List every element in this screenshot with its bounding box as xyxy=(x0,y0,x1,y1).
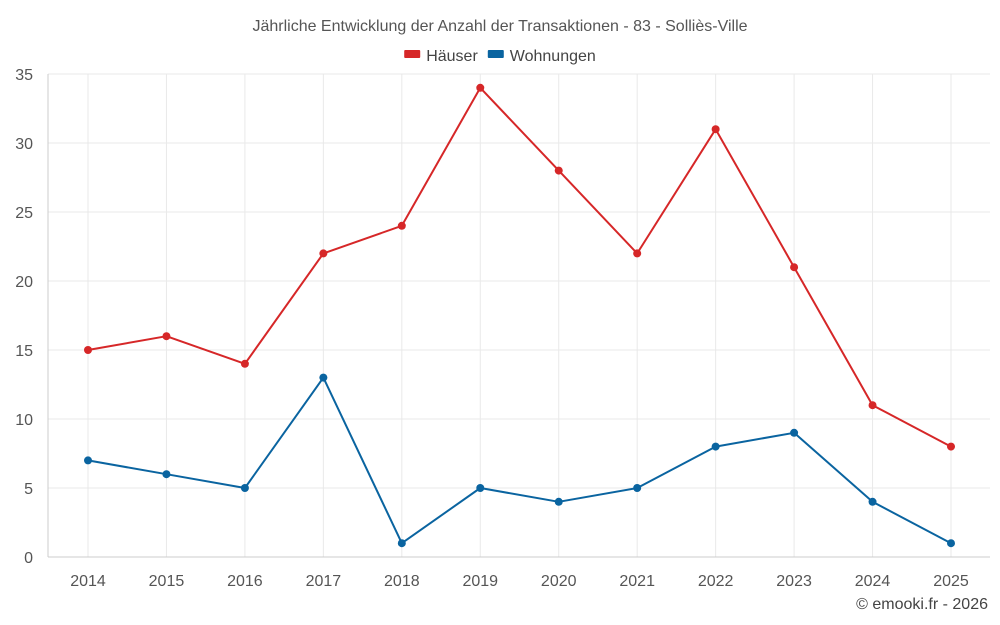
x-tick-label: 2021 xyxy=(619,573,655,590)
data-point[interactable] xyxy=(790,263,799,272)
y-tick-label: 20 xyxy=(15,274,33,291)
data-point[interactable] xyxy=(397,539,406,548)
y-tick-label: 15 xyxy=(15,343,33,360)
x-tick-label: 2016 xyxy=(227,573,263,590)
series-wohnungen xyxy=(84,373,955,548)
data-point[interactable] xyxy=(397,221,406,230)
data-point[interactable] xyxy=(947,539,955,548)
data-point[interactable] xyxy=(790,428,799,437)
series xyxy=(84,83,955,548)
data-point[interactable] xyxy=(711,442,720,451)
legend-label: Häuser xyxy=(426,48,478,65)
data-point[interactable] xyxy=(476,83,485,92)
data-point[interactable] xyxy=(947,442,955,451)
y-tick-label: 10 xyxy=(15,412,33,429)
x-tick-label: 2023 xyxy=(776,573,812,590)
data-point[interactable] xyxy=(84,456,92,465)
legend-label: Wohnungen xyxy=(510,48,596,65)
data-point[interactable] xyxy=(633,249,642,258)
x-tick-label: 2019 xyxy=(462,573,498,590)
data-point[interactable] xyxy=(240,484,249,492)
x-tick-label: 2020 xyxy=(541,573,577,590)
data-point[interactable] xyxy=(554,166,563,175)
y-tick-label: 30 xyxy=(15,136,33,153)
data-point[interactable] xyxy=(319,249,328,258)
series-häuser xyxy=(84,83,955,451)
x-tick-label: 2024 xyxy=(855,573,891,590)
data-point[interactable] xyxy=(162,470,171,479)
grid xyxy=(48,73,990,557)
y-tick-label: 35 xyxy=(15,67,33,84)
x-tick-label: 2018 xyxy=(384,573,420,590)
legend: Häuser Wohnungen xyxy=(404,48,596,65)
data-point[interactable] xyxy=(711,125,720,134)
y-tick-label: 0 xyxy=(24,550,33,567)
x-tick-label: 2017 xyxy=(306,573,342,590)
data-point[interactable] xyxy=(476,484,485,492)
legend-swatch xyxy=(404,50,421,58)
credit-text: © emooki.fr - 2026 xyxy=(856,596,988,613)
series-line xyxy=(87,86,952,448)
data-point[interactable] xyxy=(868,401,877,410)
data-point[interactable] xyxy=(162,332,171,341)
legend-swatch xyxy=(487,50,504,58)
data-point[interactable] xyxy=(240,359,249,368)
y-tick-label: 5 xyxy=(24,481,33,498)
x-tick-label: 2022 xyxy=(698,573,734,590)
data-point[interactable] xyxy=(868,497,877,506)
series-line xyxy=(87,376,952,545)
data-point[interactable] xyxy=(554,497,563,506)
data-point[interactable] xyxy=(84,346,92,354)
y-tick-label: 25 xyxy=(15,205,33,222)
data-point[interactable] xyxy=(633,484,642,492)
x-tick-label: 2014 xyxy=(70,573,106,590)
x-tick-label: 2025 xyxy=(933,573,969,590)
chart-title: Jährliche Entwicklung der Anzahl der Tra… xyxy=(252,18,747,35)
data-point[interactable] xyxy=(319,373,328,382)
x-tick-label: 2015 xyxy=(149,573,185,590)
